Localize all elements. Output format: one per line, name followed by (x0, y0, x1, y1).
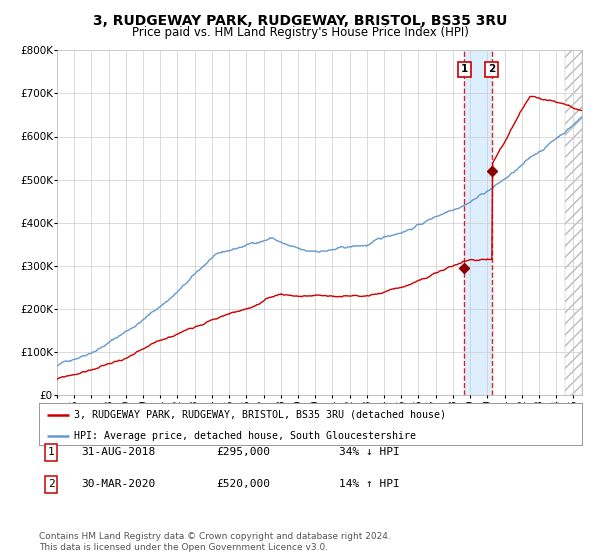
Text: 1: 1 (47, 447, 55, 458)
Text: Contains HM Land Registry data © Crown copyright and database right 2024.
This d: Contains HM Land Registry data © Crown c… (39, 532, 391, 552)
Bar (565, 50, 582, 395)
Text: 31-AUG-2018: 31-AUG-2018 (81, 447, 155, 458)
Text: 2: 2 (488, 64, 495, 74)
Text: 3, RUDGEWAY PARK, RUDGEWAY, BRISTOL, BS35 3RU: 3, RUDGEWAY PARK, RUDGEWAY, BRISTOL, BS3… (93, 14, 507, 28)
Bar (464, 50, 491, 395)
Text: £295,000: £295,000 (216, 447, 270, 458)
Text: Price paid vs. HM Land Registry's House Price Index (HPI): Price paid vs. HM Land Registry's House … (131, 26, 469, 39)
Text: 3, RUDGEWAY PARK, RUDGEWAY, BRISTOL, BS35 3RU (detached house): 3, RUDGEWAY PARK, RUDGEWAY, BRISTOL, BS3… (74, 410, 446, 420)
Text: 34% ↓ HPI: 34% ↓ HPI (339, 447, 400, 458)
Text: HPI: Average price, detached house, South Gloucestershire: HPI: Average price, detached house, Sout… (74, 431, 416, 441)
Text: 1: 1 (461, 64, 468, 74)
Text: £520,000: £520,000 (216, 479, 270, 489)
Text: 2: 2 (47, 479, 55, 489)
Text: 30-MAR-2020: 30-MAR-2020 (81, 479, 155, 489)
Text: 14% ↑ HPI: 14% ↑ HPI (339, 479, 400, 489)
